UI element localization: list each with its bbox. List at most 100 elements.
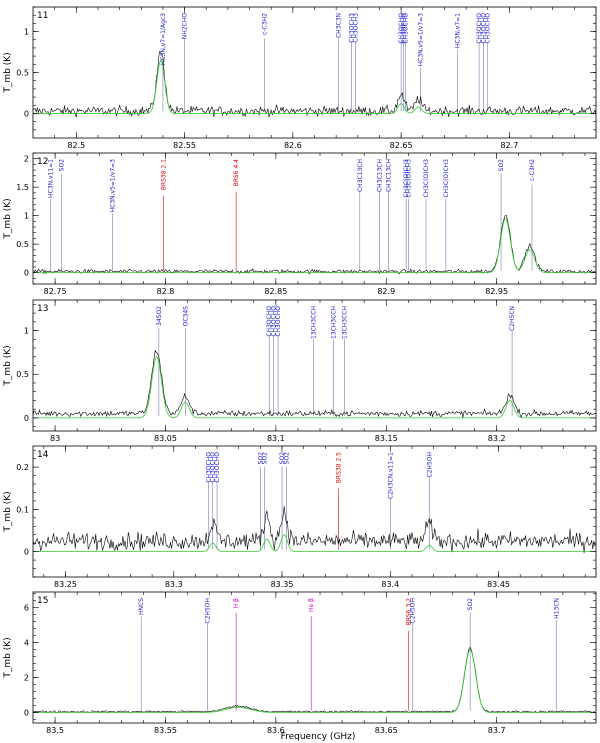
panel-number-12: 12: [37, 157, 48, 167]
line-label-13-5: 13CH3CCH: [310, 306, 317, 339]
x-tick-label-15-2: 83.6: [267, 726, 285, 735]
line-label-14-5: SO2: [279, 452, 286, 465]
line-label-12-13: c-C3H2: [529, 159, 536, 181]
line-label-15-7: H13CN: [553, 598, 560, 619]
line-label-12-7: CH3C13CH: [385, 159, 392, 192]
line-label-11-3: CH3C3N: [335, 13, 342, 38]
y-tick-label-11-0: 0: [24, 109, 29, 118]
model-spectrum-12: [33, 218, 596, 274]
observed-spectrum-12: [33, 214, 596, 275]
panel-number-11: 11: [37, 11, 48, 21]
x-tick-label-12-2: 82.85: [264, 287, 287, 296]
plot-frame-12: [32, 152, 597, 285]
line-label-13-4: CH3OCHO: [275, 306, 282, 337]
x-tick-label-13-3: 83.15: [375, 434, 398, 443]
spectrum-panel-11: HC3N,v7=1/Agc3 NH2CHO c-C3H2 CH3C3N CH3OCH3C…: [3, 6, 597, 150]
y-tick-label-14-2: 0.2: [16, 463, 29, 472]
line-label-12-5: CH3C13CH: [357, 159, 364, 192]
line-label-11-12: CH3OCHO: [480, 13, 487, 44]
line-label-15-1: C2H5OH: [204, 598, 211, 624]
line-label-14-2: CH3OCHO: [214, 452, 221, 483]
model-spectrum-13: [33, 356, 596, 419]
x-tick-label-12-0: 82.75: [44, 287, 67, 296]
y-tick-label-12-0: 0: [24, 269, 29, 278]
observed-spectrum-11: [33, 50, 596, 118]
line-label-12-0: HC3N,v11=1: [48, 159, 55, 198]
y-tick-label-14-0: 0: [24, 548, 29, 557]
line-label-11-5: CH3OCH3: [353, 13, 360, 43]
line-label-12-11: CH3C(O)CH3: [443, 159, 450, 198]
line-label-11-4: CH3OCH3: [348, 13, 355, 43]
line-label-12-8: CH3C(O)CH3: [403, 159, 410, 198]
line-label-14-0: CH3OCHO: [205, 452, 212, 483]
line-label-12-1: SO2: [59, 159, 66, 172]
plot-frame-15: [32, 591, 597, 724]
y-axis-title-11: T_mb (K): [3, 52, 13, 93]
x-tick-label-13-4: 83.2: [488, 434, 506, 443]
y-tick-label-13-0: 0: [24, 414, 29, 423]
line-label-12-2: HC3N,v5=1/v7=3: [109, 159, 116, 213]
y-axis-title-12: T_mb (K): [3, 198, 13, 239]
line-label-13-8: C2H5CN: [509, 306, 516, 331]
line-label-12-4: BRS6 4.4: [233, 159, 240, 187]
line-label-13-2: CH3OCHO: [266, 306, 273, 337]
x-tick-label-15-4: 83.7: [488, 726, 506, 735]
line-label-11-13: CH3OCHO: [485, 13, 492, 44]
model-spectrum-15: [33, 649, 596, 713]
line-label-12-6: CH3C13CH: [377, 159, 384, 192]
plot-frame-11: [32, 6, 597, 139]
y-tick-label-12-2: 1: [24, 212, 29, 221]
y-tick-label-11-2: 1: [24, 28, 29, 37]
y-tick-label-13-2: 1: [24, 327, 29, 336]
x-tick-label-14-3: 83.4: [381, 580, 399, 589]
line-label-11-10: HC3N,v7=1: [454, 13, 461, 48]
line-label-12-9: CH3C(O)CH3: [405, 159, 412, 198]
observed-spectrum-13: [33, 349, 596, 418]
x-tick-label-11-0: 82.5: [67, 141, 85, 150]
line-label-15-5: C2H5OH: [410, 598, 417, 624]
line-label-12-10: CH3C(O)CH3: [423, 159, 430, 198]
x-tick-label-14-4: 83.45: [487, 580, 510, 589]
x-tick-label-11-4: 82.7: [500, 141, 518, 150]
observed-spectrum-15: [33, 647, 596, 714]
spectrum-panel-12: HC3N,v11=1 SO2 HC3N,v5=1/v7=3 BRS38 2.1 BRS6…: [3, 152, 597, 296]
line-label-11-7: CH3OCHO: [400, 13, 407, 44]
x-tick-label-13-1: 83.05: [154, 434, 177, 443]
y-axis-title-14: T_mb (K): [3, 491, 13, 532]
x-tick-label-11-3: 82.65: [390, 141, 413, 150]
x-tick-label-15-0: 83.5: [46, 726, 64, 735]
y-tick-label-12-4: 2: [24, 155, 29, 164]
line-label-11-2: c-C3H2: [262, 13, 269, 35]
y-tick-label-12-1: 0.5: [16, 240, 29, 249]
line-label-12-3: BRS38 2.1: [160, 159, 167, 190]
y-axis-title-13: T_mb (K): [3, 345, 13, 386]
line-label-11-0: HC3N,v7=1/Agc3: [160, 13, 167, 65]
x-tick-label-14-2: 83.35: [271, 580, 294, 589]
y-tick-label-13-1: 0.5: [16, 370, 29, 379]
line-label-11-11: CH3OCHO: [476, 13, 483, 44]
x-tick-label-12-4: 82.95: [485, 287, 508, 296]
observed-spectrum-14: [33, 506, 596, 554]
line-label-14-8: C2H3CN,v11=1: [387, 452, 394, 499]
line-label-14-7: BRS38 2.5: [335, 452, 342, 483]
line-label-14-4: SO2: [262, 452, 269, 465]
x-tick-label-11-1: 82.55: [173, 141, 196, 150]
y-tick-label-15-1: 2: [24, 674, 29, 683]
line-label-14-3: SO2: [257, 452, 264, 465]
x-tick-label-14-1: 83.3: [165, 580, 183, 589]
plot-frame-14: [32, 445, 597, 578]
y-tick-label-15-2: 4: [24, 639, 29, 648]
panel-number-13: 13: [37, 304, 48, 314]
x-tick-label-12-3: 82.9: [377, 287, 395, 296]
line-label-15-6: SO2: [467, 598, 474, 611]
line-label-13-7: 13CH3CCH: [341, 306, 348, 339]
line-label-11-6: CH3OCHO: [398, 13, 405, 44]
line-label-11-1: NH2CHO: [182, 13, 189, 40]
y-tick-label-15-0: 0: [24, 709, 29, 718]
y-tick-label-14-1: 0.1: [16, 505, 29, 514]
line-label-11-9: HC3N,v5=1/v7=3: [418, 13, 425, 67]
x-tick-label-15-3: 83.65: [375, 726, 398, 735]
